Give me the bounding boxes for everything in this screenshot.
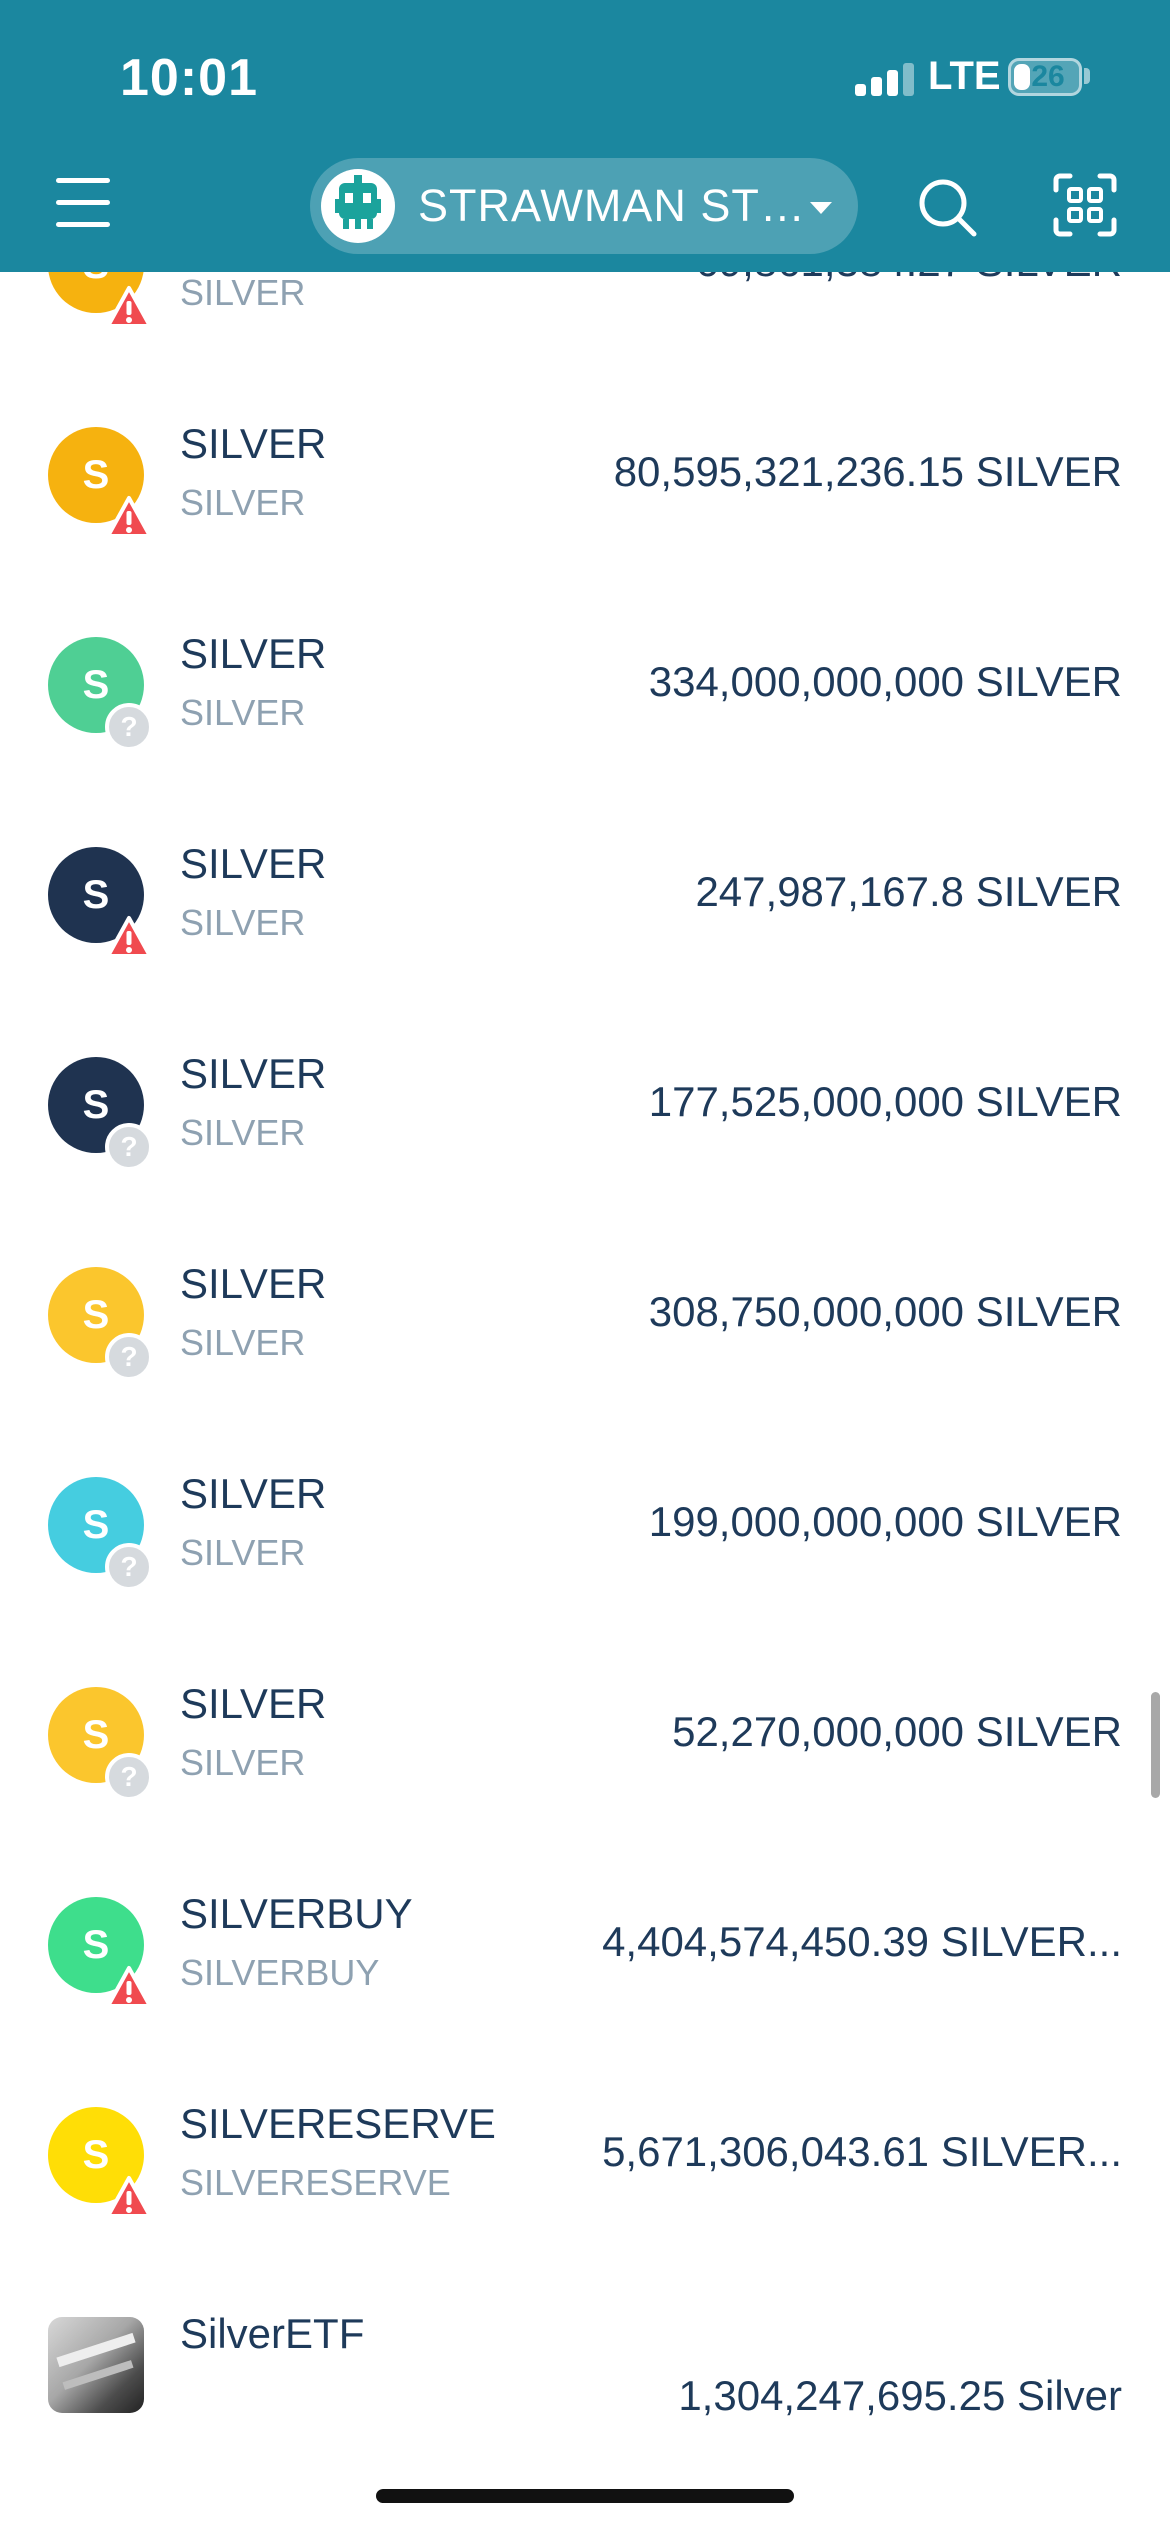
battery-level xyxy=(1014,64,1031,90)
token-row[interactable]: S ? SILVER SILVER 177,525,000,000 SILVER xyxy=(0,974,1170,1184)
token-balance: 1,304,247,695.25 Silver xyxy=(678,2372,1122,2419)
token-name: SILVER xyxy=(180,1050,327,1097)
token-balance: 69,861,384.27 SILVER xyxy=(695,272,1122,286)
token-balance: 5,671,306,043.61 SILVER... xyxy=(602,2128,1122,2175)
token-row[interactable]: S SILVERESERVE SILVERESERVE 5,671,306,04… xyxy=(0,2024,1170,2234)
token-balance: 177,525,000,000 SILVER xyxy=(648,1078,1122,1125)
token-symbol: SILVERBUY xyxy=(180,1952,380,1993)
warning-badge-icon xyxy=(104,912,154,962)
search-icon[interactable] xyxy=(912,172,984,244)
token-icon: S xyxy=(48,2107,144,2203)
token-symbol: SILVERESERVE xyxy=(180,2162,451,2203)
svg-text:?: ? xyxy=(120,1341,137,1372)
silver-bar-image xyxy=(48,2317,144,2413)
svg-text:?: ? xyxy=(120,1131,137,1162)
token-row[interactable]: S ? SILVER SILVER 334,000,000,000 SILVER xyxy=(0,554,1170,764)
token-balance: 199,000,000,000 SILVER xyxy=(648,1498,1122,1545)
token-icon: S xyxy=(48,1897,144,1993)
svg-text:?: ? xyxy=(120,1761,137,1792)
warning-badge-icon xyxy=(104,2172,154,2222)
token-row[interactable]: S SILVER SILVER 80,595,321,236.15 SILVER xyxy=(0,344,1170,554)
token-list[interactable]: S SILVER SILVER 69,861,384.27 SILVER S S… xyxy=(0,272,1170,2430)
token-symbol: SILVER xyxy=(180,902,306,943)
account-selector[interactable]: STRAWMAN ST… xyxy=(310,158,858,254)
token-symbol: SILVER xyxy=(180,692,306,733)
status-time: 10:01 xyxy=(120,49,258,107)
home-indicator[interactable] xyxy=(376,2489,794,2503)
token-row[interactable]: S SILVERBUY SILVERBUY 4,404,574,450.39 S… xyxy=(0,1814,1170,2024)
svg-text:?: ? xyxy=(120,711,137,742)
token-row[interactable]: S ? SILVER SILVER 52,270,000,000 SILVER xyxy=(0,1604,1170,1814)
token-icon: S xyxy=(48,427,144,523)
token-row[interactable]: S SILVER SILVER 247,987,167.8 SILVER xyxy=(0,764,1170,974)
svg-text:?: ? xyxy=(120,1551,137,1582)
token-balance: 308,750,000,000 SILVER xyxy=(648,1288,1122,1335)
app-header: 10:01 LTE 26 STRAWM xyxy=(0,0,1170,272)
account-name: STRAWMAN ST… xyxy=(418,180,806,231)
token-balance: 80,595,321,236.15 SILVER xyxy=(613,448,1122,495)
token-name: SILVERBUY xyxy=(180,1890,413,1937)
warning-badge-icon xyxy=(104,282,154,332)
warning-badge-icon xyxy=(104,492,154,542)
token-name: SILVER xyxy=(180,840,327,887)
token-name: SILVER xyxy=(180,1680,327,1727)
unknown-badge-icon: ? xyxy=(104,1752,154,1802)
robot-avatar xyxy=(321,169,395,243)
token-symbol: SILVER xyxy=(180,1322,306,1363)
token-symbol: SILVER xyxy=(180,482,306,523)
token-symbol: SILVER xyxy=(180,1742,306,1783)
warning-badge-icon xyxy=(104,1962,154,2012)
chevron-down-icon xyxy=(810,202,832,214)
token-row[interactable]: S ? SILVER SILVER 308,750,000,000 SILVER xyxy=(0,1184,1170,1394)
menu-button[interactable] xyxy=(50,176,120,232)
unknown-badge-icon: ? xyxy=(104,1542,154,1592)
token-symbol: SILVER xyxy=(180,1112,306,1153)
unknown-badge-icon: ? xyxy=(104,702,154,752)
cellular-signal-icon xyxy=(855,62,915,96)
token-symbol: SILVER xyxy=(180,1532,306,1573)
token-row[interactable]: SilverETF 1,304,247,695.25 Silver xyxy=(0,2234,1170,2430)
token-balance: 4,404,574,450.39 SILVER... xyxy=(602,1918,1122,1965)
token-name: SILVER xyxy=(180,1260,327,1307)
unknown-badge-icon: ? xyxy=(104,1122,154,1172)
battery-percent: 26 xyxy=(1031,60,1065,93)
scrollbar[interactable] xyxy=(1151,1692,1160,1798)
token-name: SILVERESERVE xyxy=(180,2100,496,2147)
unknown-badge-icon: ? xyxy=(104,1332,154,1382)
token-icon: S xyxy=(48,1267,144,1363)
network-type: LTE xyxy=(928,54,1001,98)
token-symbol: SILVER xyxy=(180,272,306,313)
token-name: SilverETF xyxy=(180,2310,365,2357)
token-name: SILVER xyxy=(180,1470,327,1517)
token-name: SILVER xyxy=(180,630,327,677)
token-balance: 247,987,167.8 SILVER xyxy=(695,868,1122,915)
token-balance: 334,000,000,000 SILVER xyxy=(648,658,1122,705)
battery-tip xyxy=(1084,68,1090,84)
battery-icon: 26 xyxy=(1008,58,1082,96)
token-row[interactable]: S ? SILVER SILVER 199,000,000,000 SILVER xyxy=(0,1394,1170,1604)
qr-scan-icon[interactable] xyxy=(1052,172,1118,238)
token-balance: 52,270,000,000 SILVER xyxy=(672,1708,1122,1755)
token-name: SILVER xyxy=(180,420,327,467)
token-row[interactable]: S SILVER SILVER 69,861,384.27 SILVER xyxy=(0,272,1170,344)
